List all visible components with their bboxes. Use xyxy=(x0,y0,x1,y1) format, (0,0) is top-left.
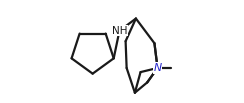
Text: N: N xyxy=(153,63,162,73)
Text: NH: NH xyxy=(112,26,127,36)
